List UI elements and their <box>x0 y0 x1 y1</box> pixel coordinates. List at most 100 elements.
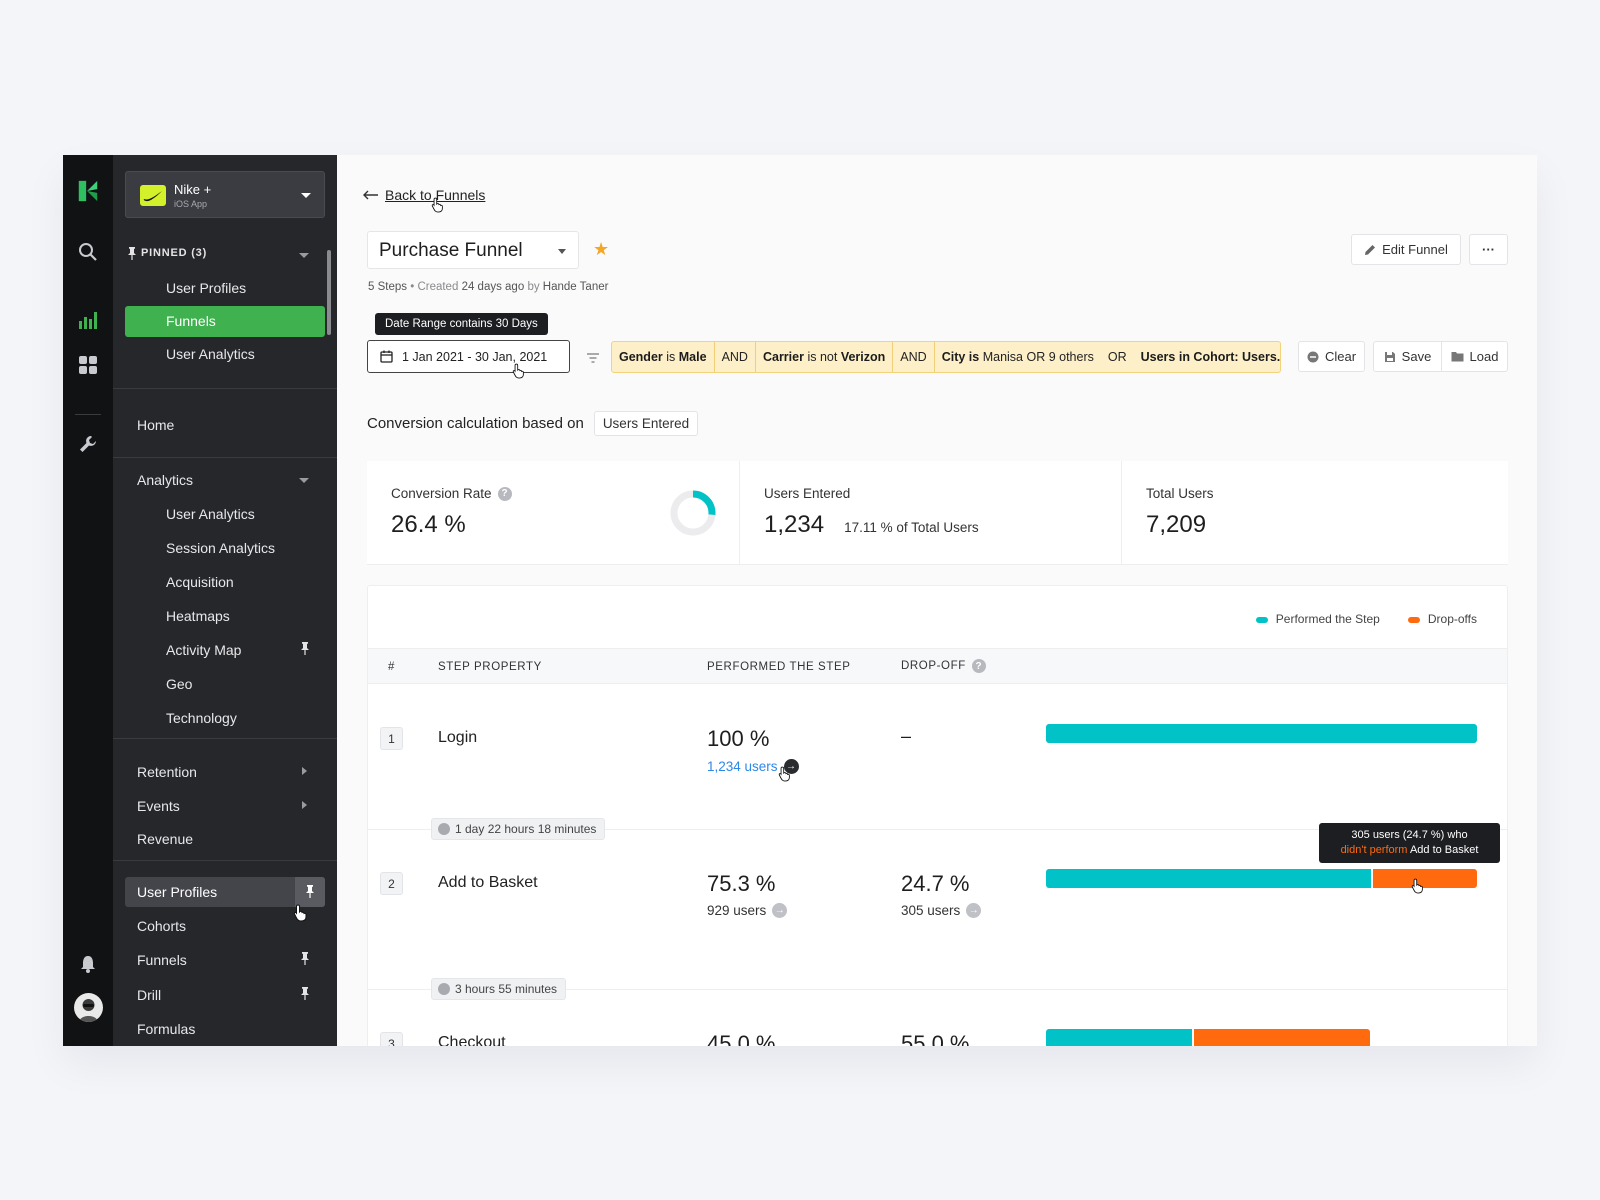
step-dropoff-users[interactable]: 305 users <box>901 903 961 918</box>
sidebar-item-activity-map[interactable]: Activity Map <box>166 642 242 658</box>
clear-filters-button[interactable]: Clear <box>1298 341 1365 372</box>
sidebar-item-analytics[interactable]: Analytics <box>137 472 194 488</box>
step-users-link[interactable]: 1,234 users → <box>707 759 799 774</box>
step-name: Checkout <box>438 1034 506 1046</box>
sidebar-item-revenue[interactable]: Revenue <box>137 831 194 847</box>
arrow-right-circle-icon[interactable]: → <box>772 903 788 918</box>
app-selector[interactable]: Nike + iOS App <box>125 171 325 218</box>
step-users[interactable]: 929 users <box>707 903 767 918</box>
col-dropoff[interactable]: DROP-OFF? <box>901 659 986 673</box>
load-filters-button[interactable]: Load <box>1441 341 1508 372</box>
pinned-header[interactable]: PINNED (3) <box>141 247 208 259</box>
step-bar[interactable] <box>1046 1029 1370 1046</box>
search-icon[interactable] <box>76 240 100 264</box>
funnel-selector[interactable]: Purchase Funnel <box>367 231 579 269</box>
pinned-item-user-profiles[interactable]: User Profiles <box>166 280 247 296</box>
conversion-basis-selector[interactable]: Users Entered <box>593 411 699 436</box>
sidebar-item-heatmaps[interactable]: Heatmaps <box>166 608 230 624</box>
sidebar-item-drill[interactable]: Drill <box>137 987 162 1003</box>
bar-dropoff-segment[interactable] <box>1371 869 1477 888</box>
hand-cursor-icon <box>512 363 526 384</box>
sidebar-item-funnels[interactable]: Funnels <box>137 952 187 968</box>
help-icon[interactable]: ? <box>497 486 512 501</box>
analytics-chart-icon[interactable] <box>76 307 100 331</box>
back-link-label[interactable]: Back to Funnels <box>385 187 486 203</box>
sidebar-item-user-profiles[interactable]: User Profiles <box>137 884 218 900</box>
table-row[interactable]: 1 Login 100 % 1,234 users → – <box>368 684 1507 829</box>
filter-and-2[interactable]: AND <box>892 342 933 372</box>
pin-toggle-button[interactable] <box>295 877 325 907</box>
filter-or[interactable]: OR <box>1107 350 1127 364</box>
sidebar-item-cohorts[interactable]: Cohorts <box>137 918 187 934</box>
conversion-donut <box>670 490 716 536</box>
sidebar-item-geo[interactable]: Geo <box>166 676 193 692</box>
more-options-button[interactable]: ··· <box>1469 234 1508 265</box>
sidebar-item-formulas[interactable]: Formulas <box>137 1021 196 1037</box>
sidebar-item-session-analytics[interactable]: Session Analytics <box>166 540 275 556</box>
sidebar-item-retention[interactable]: Retention <box>137 764 197 780</box>
save-label: Save <box>1401 349 1432 364</box>
help-icon[interactable]: ? <box>971 659 986 673</box>
date-range-picker[interactable]: 1 Jan 2021 - 30 Jan, 2021 <box>367 340 570 373</box>
save-filters-button[interactable]: Save <box>1373 341 1442 372</box>
sidebar-item-events[interactable]: Events <box>137 798 180 814</box>
filter-city[interactable]: City is Manisa OR 9 others <box>933 342 1101 372</box>
step-dropoff-pct: 24.7 % <box>901 871 970 896</box>
chevron-right-icon[interactable] <box>302 801 307 809</box>
brand-logo-icon[interactable] <box>76 179 100 203</box>
step-users[interactable]: 1,234 users <box>707 759 778 774</box>
favorite-star-icon[interactable]: ★ <box>593 239 610 259</box>
bar-performed-segment[interactable] <box>1046 1029 1192 1046</box>
col-performed[interactable]: PERFORMED THE STEP <box>707 661 851 673</box>
user-avatar[interactable] <box>74 993 103 1022</box>
bar-performed-segment[interactable] <box>1046 724 1477 743</box>
stat-total-value: 7,209 <box>1146 511 1207 538</box>
pin-icon[interactable] <box>300 987 310 1000</box>
pin-icon[interactable] <box>300 952 310 965</box>
filter-carrier[interactable]: Carrier is not Verizon <box>754 342 892 372</box>
bell-icon[interactable] <box>76 952 100 976</box>
filter-gender[interactable]: Gender is Male <box>612 342 714 372</box>
chevron-right-icon[interactable] <box>302 767 307 775</box>
chevron-down-icon[interactable] <box>299 253 309 258</box>
hand-cursor-icon <box>431 197 445 218</box>
step-performed-pct: 75.3 % <box>707 871 776 896</box>
step-bar[interactable] <box>1046 869 1477 888</box>
pin-icon[interactable] <box>300 642 310 655</box>
step-bar[interactable] <box>1046 724 1477 743</box>
step-performed-pct: 45.0 % <box>707 1031 776 1046</box>
filter-chips[interactable]: Gender is Male AND Carrier is not Verizo… <box>611 341 1281 373</box>
col-step-property[interactable]: STEP PROPERTY <box>438 661 542 673</box>
pinned-item-user-analytics[interactable]: User Analytics <box>166 346 255 362</box>
pinned-item-funnels-active[interactable] <box>125 306 325 337</box>
wrench-icon[interactable] <box>76 432 100 456</box>
dashboard-grid-icon[interactable] <box>76 353 100 377</box>
main-content: Back to Funnels Purchase Funnel ★ 5 Step… <box>337 155 1537 1046</box>
arrow-right-circle-icon[interactable]: → <box>966 903 982 918</box>
arrow-right-circle-icon[interactable]: → <box>783 759 799 774</box>
filter-and-1[interactable]: AND <box>713 342 755 372</box>
sidebar-scrollbar[interactable] <box>327 250 331 335</box>
step-number: 3 <box>380 1032 403 1046</box>
sidebar-item-acquisition[interactable]: Acquisition <box>166 574 234 590</box>
bar-dropoff-segment[interactable] <box>1192 1029 1370 1046</box>
step-users-link[interactable]: 929 users → <box>707 903 788 918</box>
filter-icon[interactable] <box>586 351 600 369</box>
edit-funnel-button[interactable]: Edit Funnel <box>1351 234 1461 265</box>
table-row[interactable]: 3 Checkout 45.0 % 55.0 % <box>368 990 1507 1046</box>
meta-author: Hande Taner <box>542 281 609 293</box>
table-row[interactable]: 2 Add to Basket 75.3 % 929 users → 24.7 %… <box>368 823 1507 985</box>
bar-performed-segment[interactable] <box>1046 869 1371 888</box>
step-number: 2 <box>380 872 403 895</box>
sidebar-item-user-profiles-hover[interactable] <box>125 877 325 907</box>
step-dropoff-users-link[interactable]: 305 users → <box>901 903 982 918</box>
chevron-down-icon[interactable] <box>299 478 309 483</box>
pinned-item-funnels[interactable]: Funnels <box>166 313 216 329</box>
back-link[interactable]: Back to Funnels <box>363 187 485 203</box>
sidebar-item-technology[interactable]: Technology <box>166 710 237 726</box>
sidebar-item-home[interactable]: Home <box>137 417 175 433</box>
legend-dropoffs-swatch <box>1407 616 1420 623</box>
filter-cohort[interactable]: Users in Cohort: Users.. <box>1134 342 1280 372</box>
col-num: # <box>388 661 395 673</box>
sidebar-item-user-analytics[interactable]: User Analytics <box>166 506 255 522</box>
